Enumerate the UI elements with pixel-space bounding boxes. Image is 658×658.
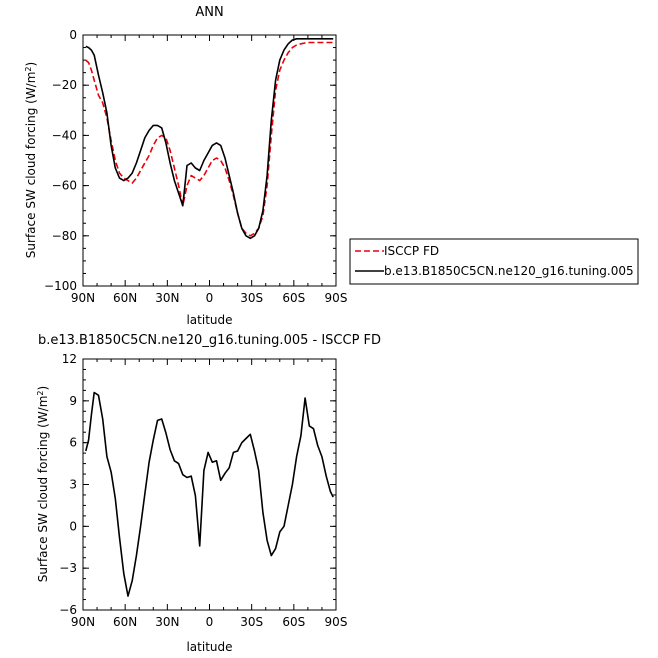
top-series-line-1 [85, 37, 334, 240]
top-y-axis-label: Surface SW cloud forcing (W/m2) [24, 62, 38, 258]
bottom-y-axis-label: Surface SW cloud forcing (W/m2) [36, 386, 50, 582]
bottom-y-tick-label: 0 [69, 519, 77, 533]
bottom-y-tick-label: −6 [59, 603, 77, 617]
bottom-panel: b.e13.B1850C5CN.ne120_g16.tuning.005 - I… [36, 333, 381, 654]
bottom-series-line-0 [85, 391, 334, 597]
top-x-tick-label: 30S [240, 291, 263, 305]
top-y-tick-label: 0 [69, 28, 77, 42]
legend-box [349, 238, 639, 285]
top-x-tick-label: 90N [71, 291, 95, 305]
top-x-tick-label: 30N [155, 291, 179, 305]
bottom-y-tick-label: 6 [69, 436, 77, 450]
bottom-y-tick-label: 12 [62, 352, 77, 366]
top-plot-frame [82, 34, 337, 287]
bottom-x-tick-label: 0 [206, 615, 214, 629]
bottom-y-tick-label: −3 [59, 561, 77, 575]
top-x-tick-label: 60N [113, 291, 137, 305]
top-x-tick-label: 60S [282, 291, 305, 305]
top-x-tick-label: 0 [206, 291, 214, 305]
bottom-plot-frame [82, 358, 337, 611]
bottom-plot-area: 90N 60N 30N 0 30S 60S 90S 12 9 6 3 0 −3 −6 [59, 352, 347, 629]
top-x-axis-label: latitude [186, 313, 232, 327]
top-legend: ISCCP FD b.e13.B1850C5CN.ne120_g16.tunin… [349, 238, 639, 285]
top-plot-area: 90N 60N 30N 0 30S 60S 90S 0 −20 −40 −60 −80 −100 [44, 28, 347, 305]
bottom-x-tick-label: 30N [155, 615, 179, 629]
bottom-x-tick-label: 30S [240, 615, 263, 629]
top-series-line-0 [85, 41, 334, 237]
legend-label-model: b.e13.B1850C5CN.ne120_g16.tuning.005 [384, 264, 634, 278]
bottom-x-axis-label: latitude [186, 640, 232, 654]
legend-label-isccp: ISCCP FD [384, 244, 439, 258]
bottom-chart-title: b.e13.B1850C5CN.ne120_g16.tuning.005 - I… [38, 333, 381, 348]
top-y-tick-label: −20 [52, 78, 77, 92]
bottom-x-tick-label: 90S [325, 615, 348, 629]
top-y-tick-label: −60 [52, 179, 77, 193]
bottom-x-tick-label: 60S [282, 615, 305, 629]
bottom-x-tick-label: 60N [113, 615, 137, 629]
top-x-tick-label: 90S [325, 291, 348, 305]
top-y-tick-label: −80 [52, 229, 77, 243]
top-y-tick-label: −100 [44, 279, 77, 293]
top-y-tick-label: −40 [52, 128, 77, 142]
bottom-y-tick-label: 9 [69, 394, 77, 408]
top-chart-title: ANN [195, 5, 223, 20]
top-panel: ANN Surface SW cloud forcing (W/m2) 90N 6… [24, 5, 639, 327]
bottom-x-tick-label: 90N [71, 615, 95, 629]
bottom-y-tick-label: 3 [69, 478, 77, 492]
